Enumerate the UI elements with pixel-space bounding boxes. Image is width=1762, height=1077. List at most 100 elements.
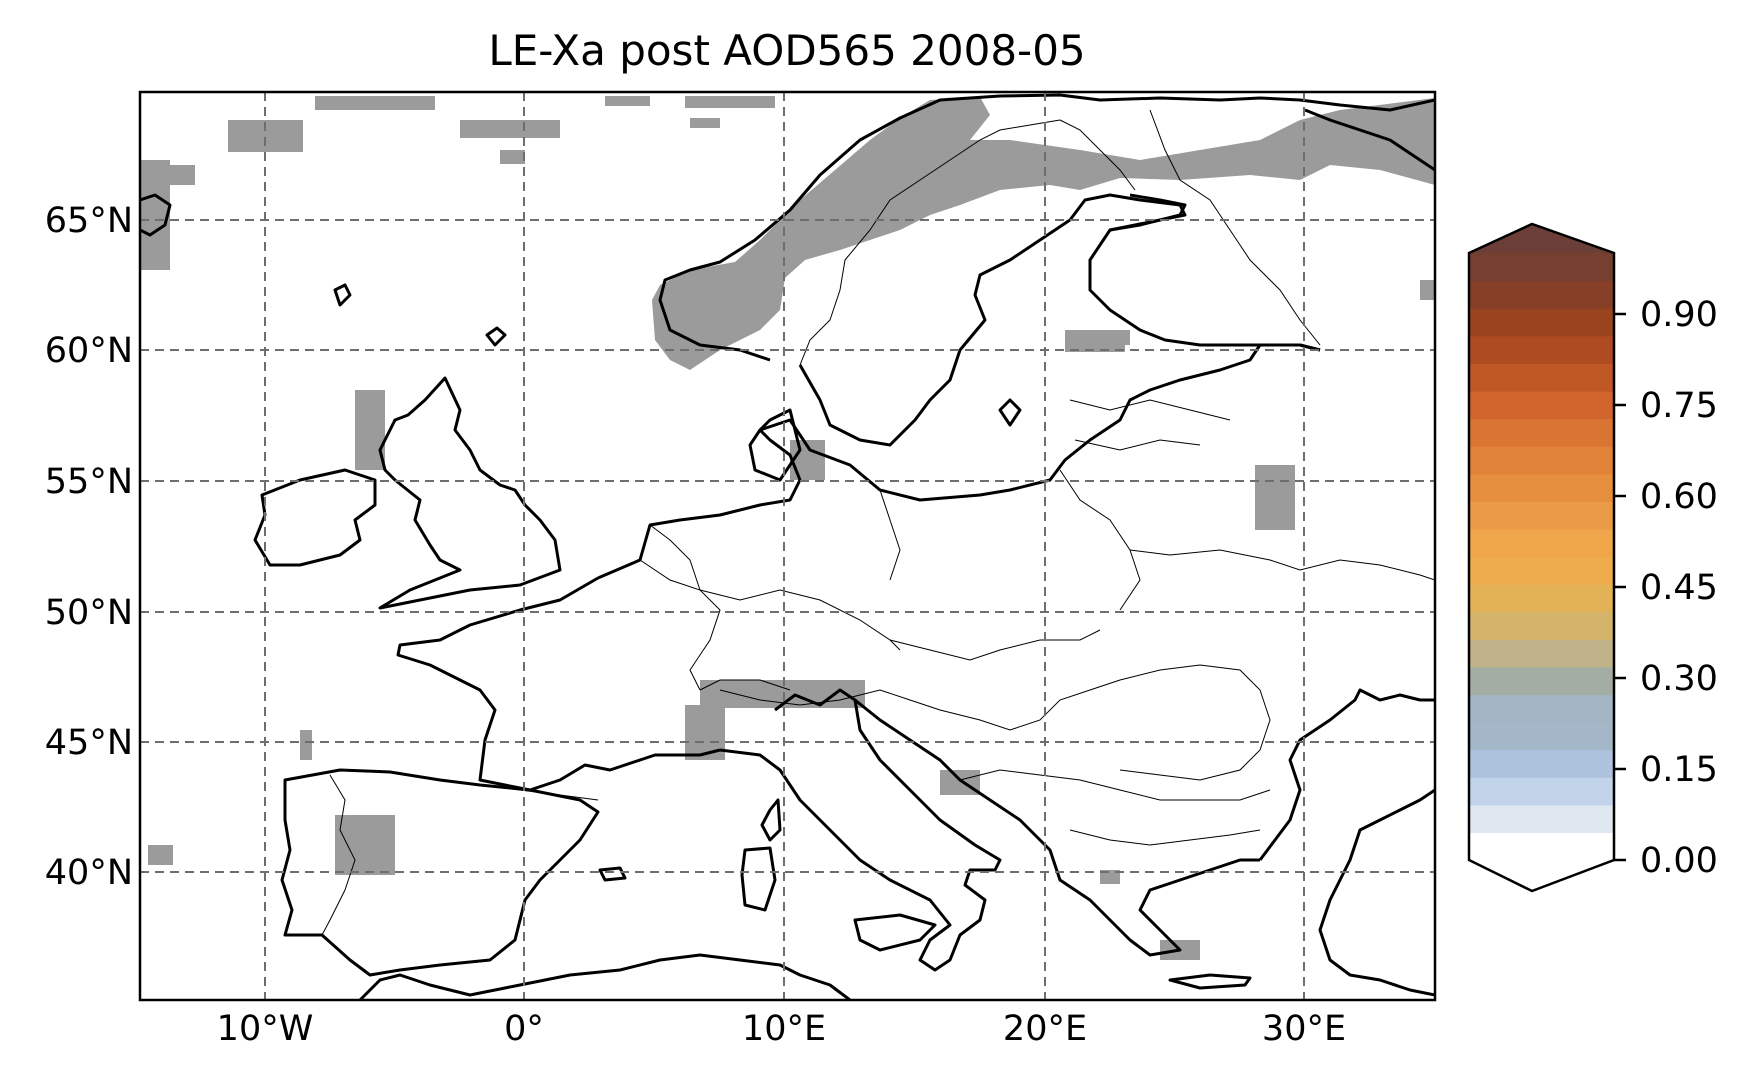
border-poland-east bbox=[1059, 469, 1141, 611]
border-norway-sweden bbox=[799, 119, 1061, 366]
colorbar-segment bbox=[1469, 308, 1614, 337]
colorbar-segment bbox=[1469, 280, 1614, 309]
border-belarus-ukraine bbox=[1129, 549, 1435, 581]
missing-region-spain bbox=[335, 815, 395, 875]
coastline-black-sea bbox=[1258, 688, 1435, 861]
missing-region-northsea-5 bbox=[605, 96, 650, 106]
coastline-sweden bbox=[798, 193, 1321, 447]
coastline-iceland bbox=[140, 193, 172, 237]
border-austria-italy bbox=[719, 689, 941, 711]
y-tick-label: 40°N bbox=[45, 853, 133, 893]
coastline-norway bbox=[658, 93, 1435, 362]
colorbar-tick-label: 0.90 bbox=[1640, 295, 1718, 335]
border-hungary bbox=[939, 689, 1091, 731]
coastline-north-africa bbox=[358, 953, 851, 1000]
coastline-great-britain bbox=[378, 376, 562, 610]
colorbar-segment bbox=[1469, 335, 1614, 364]
coastline-faroes bbox=[333, 283, 352, 307]
x-tick-label: 30°E bbox=[1262, 1009, 1346, 1049]
gridlines-layer bbox=[140, 92, 1435, 1000]
y-tick-label: 55°N bbox=[45, 462, 133, 502]
colorbar-under-triangle bbox=[1469, 860, 1614, 891]
coastline-balkans bbox=[854, 698, 1260, 957]
border-baltics-2 bbox=[1074, 439, 1201, 451]
colorbar-over-triangle bbox=[1469, 224, 1614, 253]
colorbar-segment bbox=[1469, 253, 1614, 282]
y-tick-label: 65°N bbox=[45, 201, 133, 241]
coastline-gotland bbox=[998, 398, 1022, 427]
border-bulgaria-greece bbox=[1069, 829, 1261, 846]
border-czech-austria bbox=[889, 629, 1101, 661]
colorbar-segment bbox=[1469, 501, 1614, 530]
colorbar-tick-label: 0.00 bbox=[1640, 841, 1718, 881]
y-tick-labels: 65°N 60°N 55°N 50°N 45°N 40°N bbox=[45, 201, 133, 893]
map-panel bbox=[138, 90, 1437, 1002]
coastline-sardinia bbox=[740, 846, 777, 912]
colorbar-tick-label: 0.45 bbox=[1640, 568, 1718, 608]
coastline-shetland bbox=[485, 326, 507, 347]
x-tick-label: 10°W bbox=[217, 1009, 314, 1049]
missing-region-bay bbox=[300, 730, 312, 760]
border-benelux bbox=[649, 524, 701, 591]
missing-region-west-1 bbox=[145, 165, 195, 185]
missing-region-finland-1 bbox=[1080, 330, 1130, 345]
missing-region-croatia bbox=[940, 770, 980, 795]
missing-region-northsea-6 bbox=[685, 96, 775, 108]
border-france-germany bbox=[639, 559, 721, 691]
coastline-kola bbox=[1304, 108, 1435, 172]
coastline-anatolia bbox=[1318, 788, 1435, 997]
coastline-sicily bbox=[853, 913, 937, 952]
missing-region-atlantic bbox=[148, 845, 173, 865]
colorbar-segment bbox=[1469, 777, 1614, 806]
colorbar-segment bbox=[1469, 446, 1614, 475]
border-balkans bbox=[959, 769, 1271, 801]
colorbar-segment bbox=[1469, 418, 1614, 447]
x-tick-labels: 10°W 0° 10°E 20°E 30°E bbox=[217, 1009, 1346, 1049]
colorbar-ticks bbox=[1614, 312, 1626, 862]
borders-layer bbox=[321, 109, 1435, 936]
x-tick-label: 10°E bbox=[742, 1009, 826, 1049]
colorbar-segment bbox=[1469, 639, 1614, 668]
coastline-crete bbox=[1168, 973, 1252, 990]
colorbar-segment bbox=[1469, 832, 1614, 861]
colorbar: 0.00 0.15 0.30 0.45 0.60 0.75 0.90 bbox=[1467, 222, 1718, 893]
missing-region-scotland bbox=[355, 390, 385, 470]
missing-region-scandinavia bbox=[652, 97, 1435, 370]
missing-region-greece-1 bbox=[1100, 870, 1120, 884]
border-spain-portugal bbox=[321, 774, 356, 936]
x-tick-label: 20°E bbox=[1003, 1009, 1087, 1049]
colorbar-segment bbox=[1469, 363, 1614, 392]
missing-region-northsea-2 bbox=[315, 96, 435, 110]
border-romania bbox=[1089, 664, 1271, 781]
colorbar-segment bbox=[1469, 666, 1614, 696]
coastline-corsica bbox=[760, 798, 782, 842]
colorbar-tick-label: 0.30 bbox=[1640, 659, 1718, 699]
x-tick-label: 0° bbox=[504, 1009, 544, 1049]
missing-region-northsea-7 bbox=[690, 118, 720, 128]
colorbar-segment bbox=[1469, 694, 1614, 723]
missing-region-baltic-2 bbox=[1255, 465, 1295, 530]
colorbar-segment bbox=[1469, 556, 1614, 585]
y-tick-label: 60°N bbox=[45, 331, 133, 371]
y-tick-label: 45°N bbox=[45, 723, 133, 763]
colorbar-segment bbox=[1469, 390, 1614, 420]
map-frame bbox=[138, 90, 1437, 1002]
missing-region-northsea-4 bbox=[500, 150, 525, 164]
border-finland-russia bbox=[1149, 109, 1321, 346]
coastline-denmark bbox=[748, 408, 802, 482]
colorbar-segment bbox=[1469, 804, 1614, 834]
colorbar-segment bbox=[1469, 528, 1614, 558]
colorbar-tick-labels: 0.00 0.15 0.30 0.45 0.60 0.75 0.90 bbox=[1640, 295, 1718, 881]
border-baltics bbox=[1069, 399, 1231, 421]
coastline-italy bbox=[719, 688, 1002, 972]
colorbar-segment bbox=[1469, 473, 1614, 502]
colorbar-segment bbox=[1469, 722, 1614, 751]
map-title: LE-Xa post AOD565 2008-05 bbox=[488, 26, 1085, 75]
colorbar-segments bbox=[1469, 253, 1614, 861]
border-switzerland bbox=[699, 679, 791, 691]
coastline-lowlands bbox=[597, 343, 1321, 580]
coastline-france bbox=[396, 576, 721, 792]
y-tick-label: 50°N bbox=[45, 593, 133, 633]
missing-data-layer bbox=[140, 96, 1435, 960]
